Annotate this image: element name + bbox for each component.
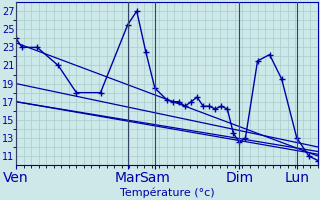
X-axis label: Température (°c): Température (°c)	[120, 187, 214, 198]
